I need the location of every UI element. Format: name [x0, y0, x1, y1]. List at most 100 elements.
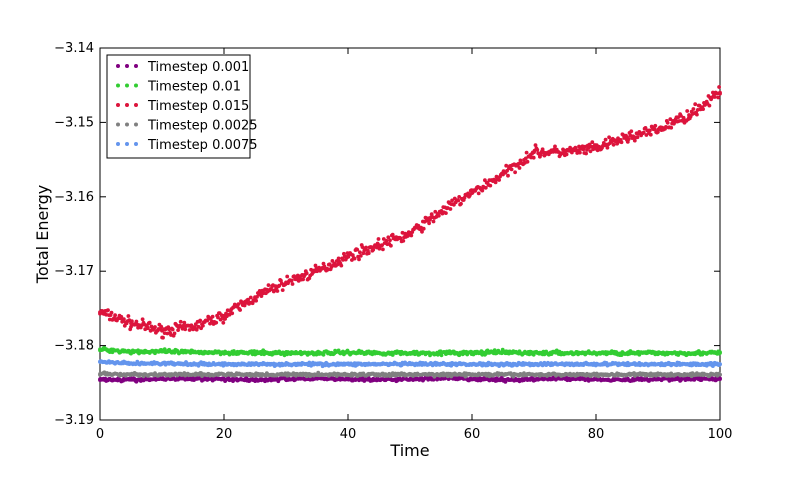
- data-point: [695, 112, 699, 117]
- data-point: [113, 313, 117, 318]
- data-point: [501, 362, 505, 367]
- data-point: [390, 232, 395, 237]
- data-point: [315, 372, 319, 377]
- data-point: [578, 150, 582, 155]
- data-point: [355, 247, 360, 252]
- data-point: [248, 295, 253, 300]
- data-point: [98, 372, 102, 376]
- data-point: [129, 349, 133, 354]
- data-point: [509, 167, 514, 172]
- data-point: [346, 254, 350, 259]
- legend: Timestep 0.001 Timestep 0.01 Timestep 0.01…: [106, 54, 258, 159]
- data-point: [408, 232, 412, 236]
- data-point: [656, 377, 660, 381]
- data-point: [716, 95, 721, 100]
- data-point: [259, 294, 264, 298]
- data-point: [253, 295, 257, 300]
- data-point: [687, 376, 691, 381]
- data-point: [160, 372, 164, 377]
- data-point: [501, 350, 505, 355]
- data-point: [456, 198, 461, 203]
- data-point: [501, 377, 505, 382]
- legend-marker: [125, 64, 129, 68]
- data-point: [346, 372, 350, 377]
- data-point: [366, 251, 371, 256]
- data-point: [398, 236, 403, 241]
- data-point: [687, 113, 691, 117]
- x-tick-label: 60: [464, 427, 481, 442]
- legend-marker: [116, 142, 120, 146]
- data-point: [275, 289, 280, 293]
- data-point: [280, 288, 285, 292]
- data-point: [284, 372, 288, 377]
- data-point: [327, 262, 332, 267]
- series-points: [98, 370, 722, 379]
- data-point: [214, 320, 219, 325]
- data-point: [292, 274, 297, 279]
- data-point: [352, 256, 357, 261]
- data-point: [707, 103, 712, 108]
- legend-marker: [134, 142, 138, 146]
- data-point: [427, 221, 431, 226]
- data-point: [531, 155, 536, 160]
- data-point: [605, 145, 610, 150]
- data-point: [717, 85, 721, 89]
- data-point: [532, 351, 536, 355]
- x-axis-label: Time: [389, 441, 429, 460]
- data-point: [253, 377, 257, 382]
- data-point: [178, 319, 183, 324]
- data-point: [625, 372, 629, 377]
- data-point: [648, 132, 653, 137]
- data-point: [619, 140, 624, 145]
- data-point: [381, 247, 385, 252]
- data-point: [129, 377, 133, 382]
- data-point: [284, 280, 288, 285]
- data-point: [377, 362, 381, 367]
- data-point: [553, 144, 557, 149]
- data-point: [625, 377, 629, 382]
- legend-entry: Timestep 0.001: [116, 60, 249, 75]
- data-point: [563, 362, 567, 367]
- x-tick-label: 80: [588, 427, 605, 442]
- data-point: [718, 90, 722, 95]
- data-point: [134, 319, 139, 324]
- y-tick-label: −3.14: [54, 41, 94, 56]
- legend-label: Timestep 0.015: [147, 99, 249, 114]
- data-point: [336, 256, 341, 261]
- data-point: [106, 308, 110, 312]
- data-point: [648, 128, 652, 133]
- data-point: [389, 243, 393, 248]
- data-point: [718, 377, 722, 381]
- data-point: [525, 159, 530, 164]
- data-point: [153, 325, 157, 329]
- data-point: [493, 180, 498, 185]
- data-point: [433, 209, 438, 214]
- data-point: [223, 317, 228, 321]
- legend-marker: [134, 83, 138, 88]
- data-point: [98, 310, 102, 314]
- data-point: [386, 235, 391, 240]
- legend-entry: Timestep 0.015: [116, 99, 249, 114]
- data-point: [436, 213, 441, 218]
- data-point: [236, 302, 241, 306]
- legend-frame: [106, 54, 251, 159]
- data-point: [476, 191, 481, 196]
- data-point: [504, 163, 509, 168]
- data-point: [182, 320, 187, 325]
- data-point: [98, 347, 102, 352]
- data-point: [563, 372, 567, 377]
- data-point: [98, 360, 102, 364]
- data-point: [277, 283, 282, 288]
- y-tick-label: −3.15: [54, 115, 94, 130]
- legend-label: Timestep 0.0075: [147, 138, 258, 153]
- data-point: [480, 188, 485, 193]
- data-point: [594, 362, 598, 367]
- data-point: [201, 323, 205, 328]
- data-point: [632, 138, 637, 143]
- data-point: [665, 120, 670, 125]
- y-tick-label: −3.16: [54, 190, 94, 205]
- data-point: [513, 170, 517, 175]
- data-point: [321, 352, 326, 357]
- axis-ticks: 0 20 40 60 80 100 −3.19 −3.18 −3.17 −3.16 −3.15 −3.…: [54, 41, 732, 442]
